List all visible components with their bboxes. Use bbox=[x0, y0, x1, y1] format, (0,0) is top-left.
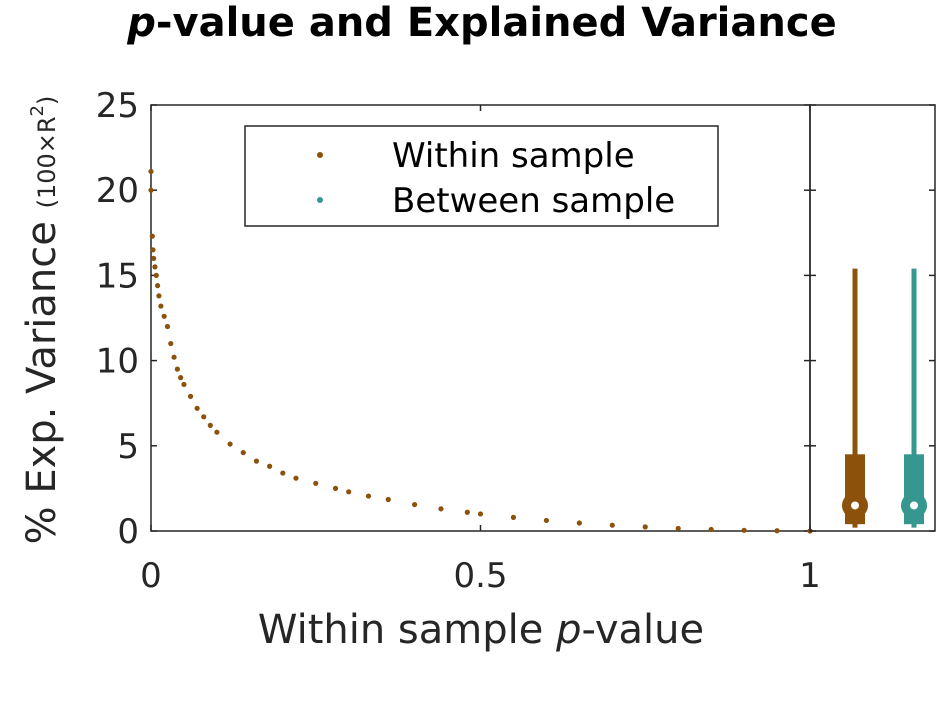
data-point bbox=[365, 493, 372, 499]
data-point bbox=[642, 524, 648, 530]
data-point bbox=[332, 485, 339, 491]
side-plot-frame bbox=[809, 104, 936, 532]
data-point bbox=[148, 168, 154, 175]
data-point bbox=[149, 233, 155, 239]
data-point bbox=[543, 517, 550, 524]
legend-marker-within-sample bbox=[317, 152, 323, 158]
x-axis-label: Within sample p-value bbox=[258, 607, 704, 653]
data-point bbox=[774, 528, 780, 534]
chart-title-italic: p bbox=[126, 0, 156, 46]
scatter-points bbox=[148, 168, 813, 534]
y-tick-label: 5 bbox=[117, 427, 139, 467]
legend-label-within-sample: Within sample bbox=[392, 136, 635, 176]
x-axis-label-post: -value bbox=[581, 607, 704, 653]
data-point bbox=[240, 450, 246, 456]
data-point bbox=[510, 514, 517, 520]
data-point bbox=[187, 393, 194, 399]
data-point bbox=[152, 264, 158, 270]
legend-label-between-sample: Between sample bbox=[392, 181, 675, 221]
y-axis-label-close: ) bbox=[33, 96, 61, 105]
y-tick-label: 20 bbox=[96, 171, 139, 211]
data-point bbox=[438, 506, 444, 512]
data-point bbox=[171, 354, 177, 360]
data-point bbox=[412, 501, 418, 508]
data-point bbox=[150, 247, 156, 253]
chart-title-rest: -value and Explained Variance bbox=[156, 0, 837, 46]
data-point bbox=[156, 293, 162, 299]
y-axis-label-paren: (100×R bbox=[33, 116, 61, 208]
data-point bbox=[151, 255, 157, 261]
data-point bbox=[158, 303, 164, 309]
legend-box bbox=[244, 125, 719, 227]
data-point bbox=[741, 527, 747, 533]
data-point bbox=[253, 458, 260, 464]
data-point bbox=[385, 496, 391, 503]
y-axis-label: % Exp. Variance (100×R2) bbox=[19, 96, 65, 545]
data-point bbox=[227, 441, 233, 447]
data-point bbox=[267, 463, 273, 469]
x-tick-label: 1 bbox=[799, 556, 821, 596]
data-point bbox=[178, 375, 184, 381]
legend: Within sample Between sample bbox=[244, 125, 719, 227]
data-point bbox=[154, 283, 161, 289]
data-point bbox=[148, 187, 154, 193]
y-axis-label-main: % Exp. Variance bbox=[19, 208, 65, 544]
x-tick-label: 0 bbox=[140, 556, 162, 596]
data-point bbox=[168, 340, 174, 347]
chart-title: p-value and Explained Variance bbox=[126, 0, 836, 46]
x-axis-label-pre: Within sample bbox=[258, 607, 556, 653]
data-point bbox=[161, 313, 167, 319]
data-point bbox=[194, 405, 200, 411]
data-point bbox=[477, 511, 484, 517]
side-median-dot bbox=[910, 501, 918, 510]
side-median-dot bbox=[851, 501, 859, 510]
x-axis-label-italic: p bbox=[555, 607, 581, 653]
y-axis-label-sup: 2 bbox=[27, 105, 48, 116]
y-tick-label: 15 bbox=[96, 256, 139, 296]
data-point bbox=[201, 414, 207, 420]
data-point bbox=[346, 489, 352, 495]
data-point bbox=[609, 522, 615, 528]
data-point bbox=[174, 366, 180, 372]
data-point bbox=[464, 509, 470, 515]
data-point bbox=[708, 526, 714, 533]
data-point bbox=[214, 429, 220, 435]
y-tick-label: 25 bbox=[96, 86, 139, 126]
y-tick-label: 10 bbox=[96, 342, 139, 382]
data-point bbox=[576, 520, 582, 526]
data-point bbox=[280, 470, 286, 476]
data-point bbox=[153, 272, 159, 278]
data-point bbox=[313, 480, 319, 486]
x-tick-label: 0.5 bbox=[453, 556, 507, 596]
legend-marker-between-sample bbox=[317, 197, 323, 203]
data-point bbox=[207, 422, 213, 428]
data-point bbox=[293, 475, 299, 481]
data-point bbox=[164, 323, 171, 330]
data-point bbox=[675, 525, 681, 532]
y-tick-label: 0 bbox=[117, 512, 139, 552]
data-point bbox=[181, 381, 187, 388]
